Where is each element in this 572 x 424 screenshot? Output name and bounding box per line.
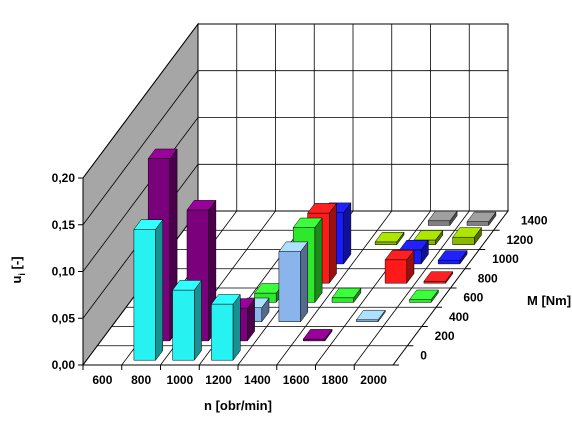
bar-top-face: [384, 249, 415, 261]
bar-side-face: [329, 202, 337, 284]
bar-side-face: [343, 202, 352, 265]
y-axis-label: ui [-]: [9, 256, 27, 283]
bar-1800-1400: [427, 210, 458, 227]
y-tick-label: 0,00: [52, 358, 76, 372]
bar-2000-1000: [437, 249, 468, 265]
x-tick-label: 600: [92, 373, 112, 387]
z-tick-label: 800: [478, 271, 498, 285]
bar-top-face: [408, 289, 439, 300]
z-tick-label: 0: [420, 348, 427, 362]
bar-2000-800: [423, 270, 454, 284]
x-tick-label: 1400: [244, 373, 271, 387]
bar-side-face: [194, 279, 202, 361]
bar-1600-200: [302, 328, 333, 342]
bar-top-face: [307, 203, 337, 214]
bar-side-face: [155, 218, 164, 361]
chart-bars: [133, 148, 497, 361]
bar-1600-600: [331, 287, 362, 304]
x-tick-label: 2000: [360, 373, 387, 387]
bar-2000-1400: [466, 211, 497, 227]
bar-front-face: [409, 299, 432, 303]
y-gridline: [82, 23, 508, 179]
bar-top-face: [452, 227, 483, 238]
bar-front-face: [384, 259, 408, 284]
bar-top-face: [186, 200, 217, 211]
y-tick-label: 0,15: [52, 218, 76, 232]
bar-top-face: [292, 217, 323, 228]
bar-top-face: [437, 250, 468, 261]
z-tick-label: 1400: [521, 214, 548, 228]
bar-top-face: [302, 329, 333, 340]
bar-1200-0: [210, 293, 241, 361]
x-tick-label: 800: [131, 373, 151, 387]
bar-1800-400: [355, 309, 386, 323]
bar-front-face: [374, 241, 398, 245]
bar-front-face: [427, 220, 451, 226]
bar-1400-400: [278, 241, 309, 323]
x-tick-label: 1800: [322, 373, 349, 387]
bar-side-face: [300, 241, 309, 323]
z-tick-label: 200: [435, 329, 455, 343]
bar-800-0: [133, 218, 164, 361]
y-tick-label: 0,10: [52, 265, 76, 279]
bar-front-face: [172, 289, 195, 361]
z-tick-label: 600: [463, 291, 483, 305]
bar-front-face: [466, 221, 489, 226]
bar-front-face: [423, 281, 446, 284]
y-gridline: [82, 70, 508, 225]
y-tick-label: 0,20: [52, 171, 76, 185]
bar-top-face: [427, 210, 458, 222]
y-gridline: [82, 117, 508, 272]
bar-top-face: [133, 219, 164, 230]
z-tick-label: 1200: [506, 233, 533, 247]
z-tick-label: 400: [449, 310, 469, 324]
bar-front-face: [211, 303, 234, 361]
bar-top-face: [374, 232, 405, 243]
bar-top-face: [423, 271, 454, 282]
bar-front-face: [452, 236, 475, 245]
bar-top-face: [147, 148, 178, 159]
y-gridline: [82, 163, 508, 319]
bar-top-face: [172, 280, 202, 291]
bar-top-face: [331, 287, 362, 299]
bar-front-face: [356, 319, 379, 322]
bar-front-face: [133, 229, 156, 361]
x-axis-label: n [obr/min]: [204, 398, 272, 413]
bar-side-face: [314, 217, 323, 304]
z-axis-label: M [Nm]: [527, 293, 571, 308]
bar-1000-0: [172, 279, 202, 361]
bar-2000-600: [408, 289, 439, 304]
bar-front-face: [331, 297, 354, 303]
bar-2000-1200: [452, 226, 483, 246]
chart-ticks: 0,00 0,05 0,10 0,15 0,20 600 800 1000 1200 1400 16…: [52, 171, 548, 387]
bar-front-face: [302, 338, 326, 342]
x-tick-label: 1000: [167, 373, 194, 387]
bar-1800-800: [384, 249, 415, 284]
bar-side-face: [232, 293, 241, 361]
bar-top-face: [355, 309, 386, 321]
bar-1600-1200: [374, 231, 405, 246]
bar-top-face: [278, 241, 309, 252]
x-tick-label: 1200: [205, 373, 232, 387]
z-tick-label: 1000: [492, 252, 519, 266]
bar-top-face: [466, 211, 497, 222]
y-tick-label: 0,05: [52, 311, 76, 325]
y-axis-label-rest: [-]: [9, 256, 24, 273]
bar-front-face: [278, 251, 301, 322]
x-tick-label: 1600: [283, 373, 310, 387]
y-axis-label-main: u: [9, 276, 24, 284]
bar-top-face: [210, 294, 241, 305]
bar-front-face: [437, 259, 461, 265]
y-axis-label-sub: i: [17, 273, 27, 276]
